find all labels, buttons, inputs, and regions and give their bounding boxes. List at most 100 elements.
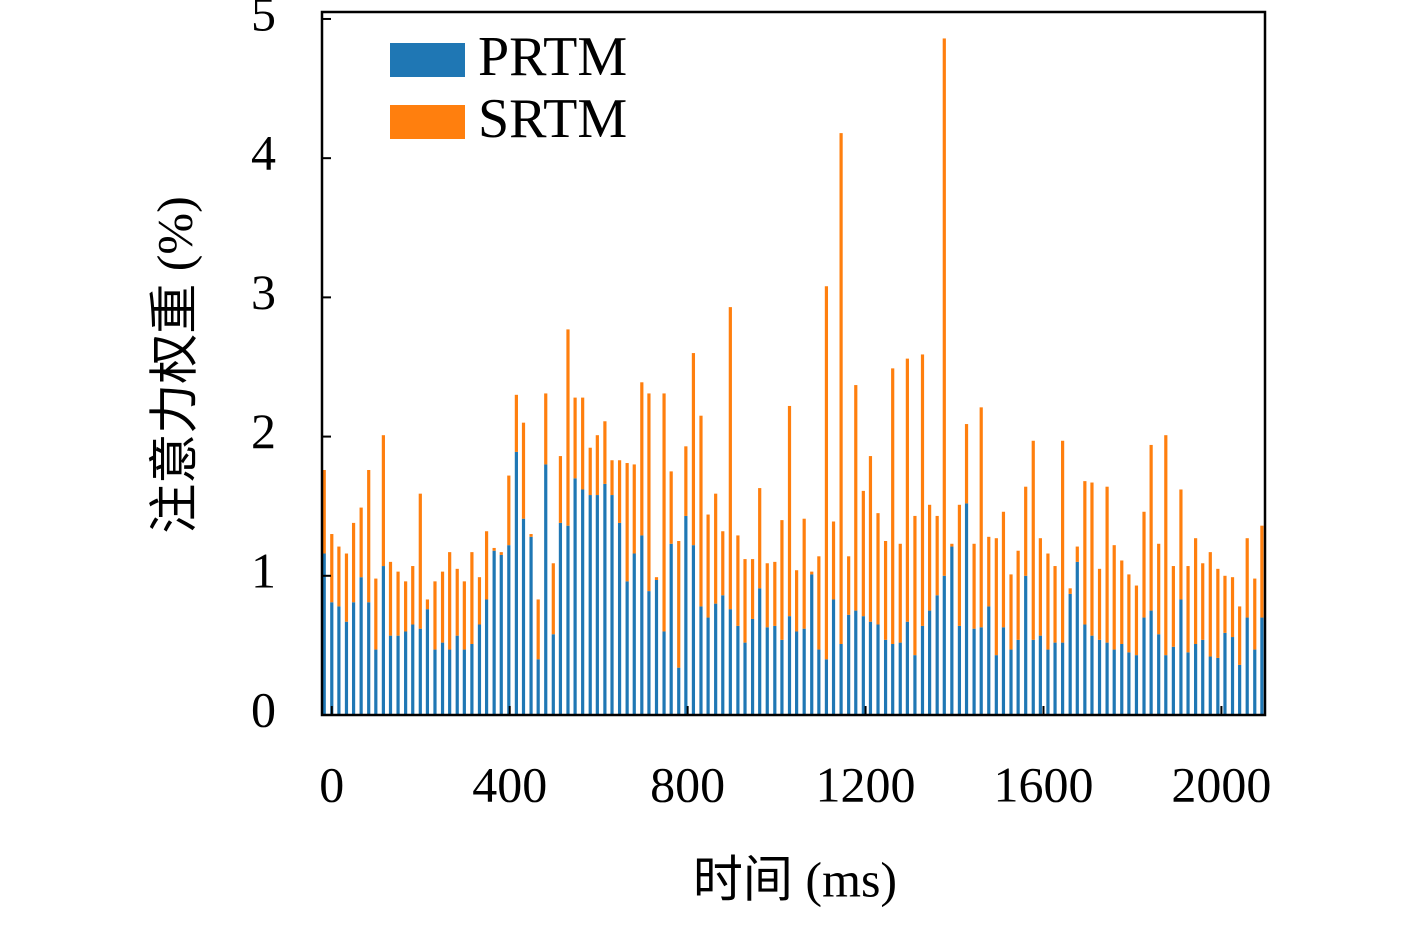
bar	[1127, 574, 1131, 653]
bar	[913, 655, 917, 715]
y-tick-label: 4	[251, 125, 276, 181]
bar	[847, 556, 851, 615]
bar	[455, 568, 459, 636]
bar	[684, 446, 688, 516]
bar	[758, 488, 762, 589]
bar	[1105, 486, 1109, 643]
bar	[544, 393, 548, 465]
bar	[603, 483, 607, 715]
bar	[367, 602, 371, 715]
bar	[367, 469, 371, 603]
bar	[529, 534, 533, 537]
bar	[743, 642, 747, 715]
bar	[536, 599, 540, 660]
bar	[1024, 486, 1028, 576]
bar	[492, 547, 496, 551]
bar	[669, 471, 673, 544]
bar	[595, 495, 599, 715]
bar	[824, 659, 829, 715]
bar	[891, 644, 895, 715]
bar	[957, 504, 962, 626]
bar	[706, 617, 710, 715]
bar	[396, 571, 400, 636]
bar	[411, 566, 415, 625]
bar	[1105, 642, 1109, 715]
bar	[551, 634, 555, 715]
bar	[802, 628, 806, 715]
bar	[588, 495, 592, 715]
bar	[1253, 649, 1257, 715]
bar	[1260, 525, 1264, 618]
bar	[987, 536, 991, 607]
bar	[558, 456, 563, 523]
bar	[388, 561, 393, 636]
bar	[411, 624, 415, 715]
bar	[374, 578, 378, 650]
bar	[425, 599, 430, 610]
bar	[1075, 546, 1079, 562]
bar	[750, 559, 755, 619]
bar	[625, 581, 629, 715]
bar	[507, 475, 511, 546]
bar	[780, 520, 784, 640]
bar	[706, 514, 710, 618]
bar	[721, 531, 725, 596]
bar	[1223, 632, 1227, 715]
bar	[935, 595, 939, 715]
bar	[891, 368, 895, 645]
bar	[1001, 511, 1006, 628]
bar	[1253, 578, 1257, 650]
bar	[1179, 599, 1183, 715]
bar	[647, 591, 651, 715]
bar	[1097, 639, 1102, 715]
bar	[647, 393, 651, 592]
bar	[484, 531, 489, 600]
bar	[1083, 624, 1087, 715]
bar	[795, 631, 799, 715]
bar	[573, 478, 577, 715]
bar	[691, 353, 696, 546]
bar	[1171, 646, 1175, 715]
bar	[787, 616, 792, 715]
bar	[484, 599, 489, 715]
bar	[448, 552, 452, 650]
bar	[773, 625, 777, 715]
bar	[1238, 606, 1242, 665]
bar	[1179, 489, 1183, 600]
bar	[750, 618, 755, 715]
bar	[499, 552, 503, 555]
bar	[810, 574, 814, 715]
bar	[1061, 642, 1065, 715]
bar	[780, 639, 784, 715]
y-tick-label: 2	[251, 403, 276, 459]
bar	[950, 546, 954, 715]
bar	[1097, 568, 1102, 640]
bar	[344, 553, 349, 622]
bar	[1134, 655, 1139, 715]
bar	[868, 621, 873, 715]
x-tick-label: 1200	[816, 756, 916, 812]
bar	[1075, 561, 1079, 715]
bar	[736, 625, 740, 715]
bar	[677, 667, 681, 715]
bar	[928, 504, 932, 611]
bar	[669, 543, 673, 715]
bar	[529, 536, 533, 715]
bar	[1090, 635, 1094, 715]
bar	[1120, 644, 1124, 715]
bar	[1245, 538, 1249, 618]
bar	[1031, 440, 1035, 640]
x-tick-label: 400	[472, 756, 547, 812]
bar	[714, 493, 718, 604]
bar	[817, 649, 821, 715]
bar	[662, 631, 666, 715]
bar	[1157, 543, 1161, 635]
bar	[950, 543, 954, 547]
bar	[913, 515, 917, 656]
bar	[388, 635, 393, 715]
bar	[854, 610, 858, 715]
bar	[787, 405, 792, 617]
bar	[920, 354, 925, 626]
y-tick-label: 1	[251, 542, 276, 598]
